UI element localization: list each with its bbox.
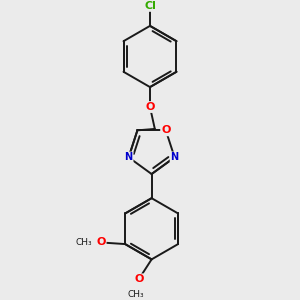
Text: O: O (134, 274, 143, 284)
Text: O: O (161, 125, 170, 135)
Text: O: O (96, 238, 106, 248)
Text: N: N (170, 152, 178, 162)
Text: N: N (124, 152, 133, 162)
Text: CH₃: CH₃ (127, 290, 144, 299)
Text: O: O (145, 102, 155, 112)
Text: Cl: Cl (144, 1, 156, 11)
Text: CH₃: CH₃ (76, 238, 92, 247)
